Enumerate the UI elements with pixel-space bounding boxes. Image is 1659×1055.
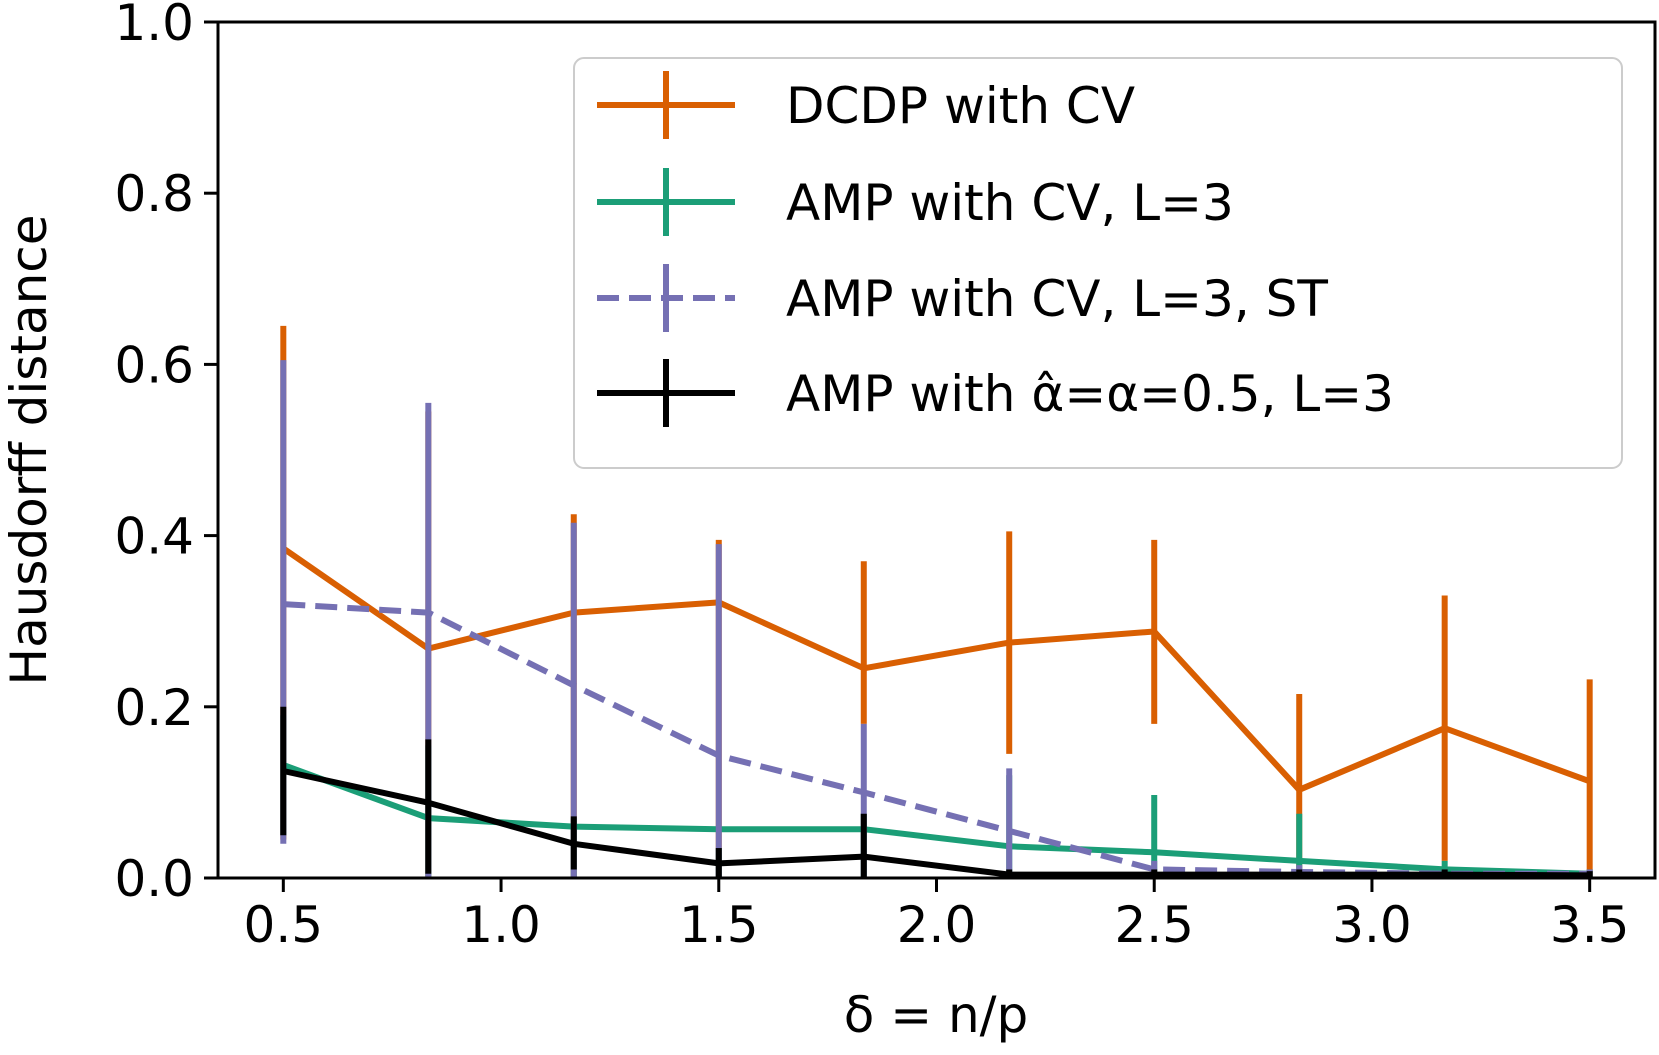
data-point-0-5 [1007,641,1011,645]
legend-label-3: AMP with α̂=α=0.5, L=3 [786,365,1394,423]
x-tick-label-0: 0.5 [244,896,324,954]
data-point-3-0 [281,769,285,773]
series-line-2 [283,601,1590,877]
legend-label-2: AMP with CV, L=3, ST [786,270,1328,328]
series-1 [280,715,1593,878]
x-tick-label-1: 1.0 [461,896,541,954]
x-tick-label-2: 1.5 [679,896,759,954]
data-point-3-3 [717,861,721,865]
legend-label-1: AMP with CV, L=3 [786,174,1234,232]
data-point-0-6 [1152,629,1156,633]
data-point-0-4 [862,666,866,670]
data-point-2-0 [281,602,285,606]
data-point-3-9 [1588,873,1592,877]
y-tick-label-0: 0.0 [114,850,194,908]
data-point-3-4 [862,855,866,859]
y-tick-label-3: 0.6 [114,336,194,394]
legend-box [573,57,1623,469]
series-3 [280,706,1593,879]
y-axis-title: Hausdorff distance [0,214,58,685]
data-point-1-7 [1297,859,1301,863]
data-point-1-6 [1152,850,1156,854]
data-point-3-6 [1152,873,1156,877]
y-tick-label-2: 0.4 [114,508,194,566]
data-point-3-1 [426,801,430,805]
series-line-0 [281,545,1591,793]
series-layer [280,325,1593,879]
data-point-2-4 [862,790,866,794]
data-point-3-5 [1007,873,1011,877]
data-point-0-8 [1443,726,1447,730]
x-axis-title: δ = n/p [844,986,1029,1044]
y-tick-label-1: 0.2 [114,679,194,737]
data-point-2-3 [717,754,721,758]
data-point-3-7 [1297,873,1301,877]
x-tick-label-3: 2.0 [897,896,977,954]
legend-entry-0: DCDP with CV [597,71,1135,139]
y-tick-label-5: 1.0 [114,0,194,52]
x-tick-label-4: 2.5 [1114,896,1194,954]
legend-entry-3: AMP with α̂=α=0.5, L=3 [597,359,1394,427]
data-point-2-5 [1007,829,1011,833]
y-tick-label-4: 0.8 [114,165,194,223]
x-tick-label-5: 3.0 [1332,896,1412,954]
data-point-2-1 [426,611,430,615]
data-point-0-7 [1297,788,1301,792]
data-point-0-9 [1588,779,1592,783]
x-tick-label-6: 3.5 [1550,896,1630,954]
data-point-2-2 [572,683,576,687]
data-point-3-8 [1443,873,1447,877]
series-line-3 [282,768,1590,879]
legend: DCDP with CV AMP with CV, L=3 AMP with CV,… [573,57,1623,469]
legend-label-0: DCDP with CV [786,77,1135,135]
legend-entry-1: AMP with CV, L=3 [597,168,1234,236]
data-point-3-2 [572,842,576,846]
legend-entry-2: AMP with CV, L=3, ST [597,264,1328,332]
ticks-layer: 0.5 1.0 1.5 2.0 2.5 3.0 3.5 0.0 0.2 0.4 0.6 0.8 1.0 [114,0,1629,954]
